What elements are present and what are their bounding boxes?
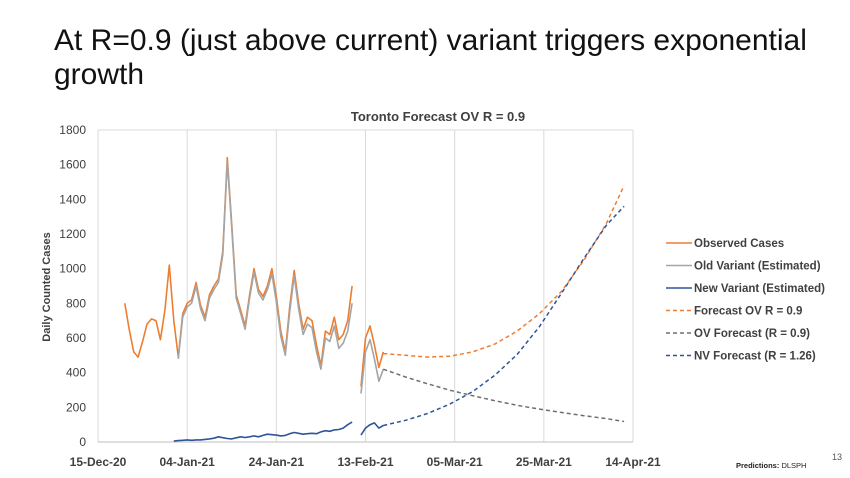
series-line-2 <box>177 160 353 370</box>
y-tick-label: 600 <box>66 331 86 345</box>
x-tick-label: 04-Jan-21 <box>159 455 215 469</box>
series-line-2 <box>360 338 385 394</box>
y-tick-label: 400 <box>66 366 86 380</box>
y-tick-label: 1000 <box>59 262 86 276</box>
series-line-1 <box>360 325 385 387</box>
x-tick-label: 24-Jan-21 <box>249 455 305 469</box>
legend-label: NV Forecast (R = 1.26) <box>694 351 816 363</box>
legend-label: Forecast OV R = 0.9 <box>694 306 802 318</box>
y-tick-label: 1400 <box>59 192 86 206</box>
legend-label: New Variant (Estimated) <box>694 283 825 295</box>
slide-number: 13 <box>832 452 843 462</box>
y-axis-label: Daily Counted Cases <box>41 232 53 341</box>
x-tick-label: 05-Mar-21 <box>427 455 483 469</box>
credit-note: Predictions: DLSPH <box>736 461 806 470</box>
series-lines <box>124 156 625 442</box>
series-line-1 <box>124 156 353 367</box>
y-tick-label: 0 <box>79 435 86 449</box>
grid-lines <box>97 129 634 442</box>
x-tick-label: 14-Apr-21 <box>605 455 661 469</box>
x-tick-label: 15-Dec-20 <box>70 455 127 469</box>
series-line-3 <box>360 422 384 436</box>
chart-title: Toronto Forecast OV R = 0.9 <box>351 109 525 124</box>
y-tick-label: 1200 <box>59 227 86 241</box>
x-tick-label: 25-Mar-21 <box>516 455 572 469</box>
y-tick-label: 200 <box>66 400 86 414</box>
y-tick-label: 1800 <box>59 123 86 137</box>
legend-label: Observed Cases <box>694 238 784 250</box>
axes: 15-Dec-20 04-Jan-21 24-Jan-21 13-Feb-21 05-M… <box>59 123 661 469</box>
series-line-3 <box>173 421 353 442</box>
slide-title: At R=0.9 (just above current) variant tr… <box>54 24 807 91</box>
legend-label: OV Forecast (R = 0.9) <box>694 328 810 340</box>
credit-value: DLSPH <box>781 461 807 470</box>
series-line-5 <box>383 368 625 423</box>
legend: Observed Cases Old Variant (Estimated) New… <box>666 238 825 363</box>
y-tick-label: 1600 <box>59 158 86 172</box>
series-line-4 <box>383 185 625 358</box>
credit-label: Predictions: <box>736 461 780 470</box>
x-tick-label: 13-Feb-21 <box>337 455 393 469</box>
legend-label: Old Variant (Estimated) <box>694 261 821 273</box>
y-tick-label: 800 <box>66 296 86 310</box>
series-line-6 <box>383 205 625 427</box>
